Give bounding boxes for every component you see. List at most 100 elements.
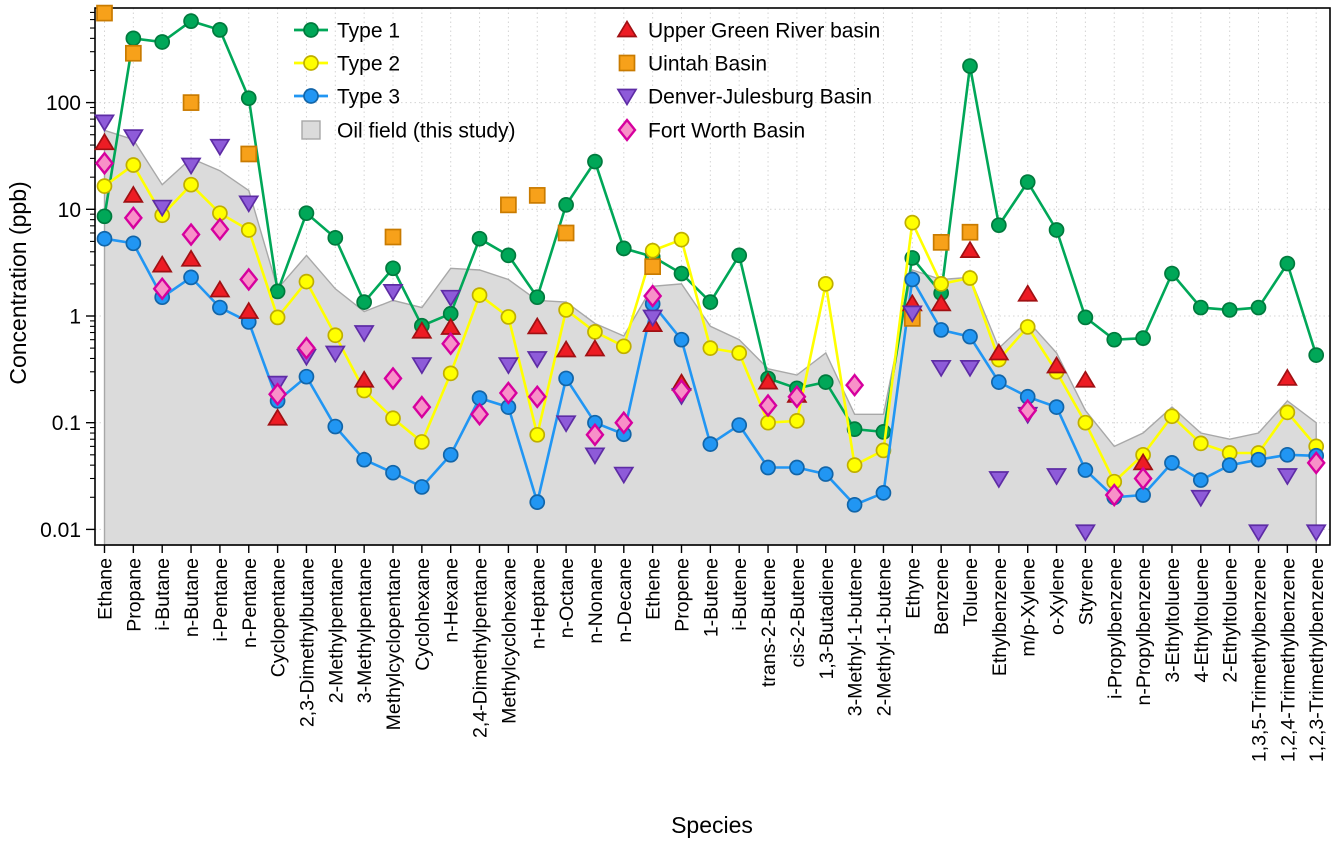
x-tick-label-m-p-xylene: m/p-Xylene — [1018, 558, 1040, 657]
series-denver-julesburg-basin — [93, 114, 1327, 542]
data-point — [154, 34, 171, 50]
legend-label: Upper Green River basin — [648, 20, 880, 43]
legend-label: Denver-Julesburg Basin — [648, 86, 872, 109]
data-point — [615, 240, 632, 257]
data-point — [1104, 483, 1124, 507]
legend-label: Uintah Basin — [648, 53, 767, 76]
data-point — [1046, 355, 1068, 374]
data-point — [441, 331, 461, 356]
data-point — [846, 496, 863, 513]
data-point — [498, 381, 518, 405]
data-point — [758, 393, 778, 418]
data-point — [96, 178, 113, 194]
data-point — [298, 368, 315, 385]
data-point — [353, 370, 375, 388]
x-tick-label-n-octane: n-Octane — [556, 558, 578, 638]
data-point — [615, 338, 632, 355]
data-point — [500, 247, 517, 264]
data-point — [497, 357, 519, 375]
x-tick-label-ethylbenzene: Ethylbenzene — [989, 558, 1011, 676]
x-tick-label-3-ethyltoluene: 3-Ethyltoluene — [1162, 558, 1184, 683]
data-point — [817, 276, 834, 292]
data-point — [327, 418, 344, 435]
data-point — [383, 366, 403, 391]
x-tick-label-2-ethyltoluene: 2-Ethyltoluene — [1220, 558, 1242, 683]
data-point — [298, 273, 315, 290]
data-point — [587, 153, 603, 170]
data-point — [1279, 255, 1296, 272]
data-point — [240, 222, 257, 238]
data-point — [93, 132, 116, 151]
x-tick-label-n-hexane: n-Hexane — [441, 558, 463, 643]
data-point — [303, 88, 319, 104]
data-point — [988, 342, 1010, 361]
data-point — [673, 331, 690, 348]
data-point — [731, 247, 748, 264]
data-point — [584, 447, 606, 465]
data-point — [125, 157, 142, 173]
data-point — [930, 360, 952, 378]
data-point — [988, 471, 1010, 489]
data-point — [327, 230, 344, 246]
x-tick-label-4-ethyltoluene: 4-Ethyltoluene — [1191, 558, 1213, 683]
data-point — [1164, 455, 1180, 471]
data-point — [702, 340, 719, 356]
legend-item-uintah-basin: Uintah Basin — [618, 53, 767, 76]
data-point — [182, 94, 200, 111]
data-point — [183, 13, 199, 29]
data-point — [557, 224, 575, 242]
x-tick-label-o-xylene: o-Xylene — [1047, 558, 1069, 635]
data-point — [1077, 309, 1094, 326]
data-point — [1308, 347, 1325, 363]
legend-label: Type 2 — [337, 53, 400, 76]
data-point — [1074, 370, 1096, 388]
data-point — [1276, 368, 1298, 386]
data-point — [183, 176, 199, 193]
data-point — [617, 118, 637, 142]
data-point — [671, 378, 692, 403]
x-tick-label-methylcyclohexane: Methylcyclohexane — [498, 558, 520, 724]
data-point — [555, 415, 577, 433]
data-point — [183, 269, 199, 286]
data-point — [528, 187, 546, 204]
y-tick-label: 0.01 — [40, 519, 81, 542]
data-point — [500, 309, 517, 325]
data-point — [901, 305, 923, 324]
legend-swatch — [301, 120, 321, 140]
x-tick-label-ethyne: Ethyne — [902, 558, 924, 619]
data-point — [1192, 435, 1209, 452]
data-point — [731, 417, 748, 433]
data-point — [94, 151, 115, 176]
data-point — [1250, 299, 1267, 316]
data-point — [555, 339, 577, 358]
x-tick-label-n-butane: n-Butane — [181, 558, 203, 637]
data-point — [382, 284, 404, 302]
data-point — [414, 434, 430, 450]
data-point — [702, 294, 719, 310]
data-point — [1048, 399, 1065, 415]
data-point — [122, 185, 144, 203]
data-point — [1074, 524, 1096, 542]
x-tick-label-i-butane: i-Butane — [152, 558, 174, 631]
data-point — [618, 54, 636, 72]
data-point — [1221, 457, 1238, 474]
legend-item-type-1: Type 1 — [294, 20, 400, 43]
data-point — [587, 324, 603, 340]
data-point — [1106, 331, 1123, 348]
x-tick-label-3-methyl-1-butene: 3-Methyl-1-butene — [845, 558, 867, 716]
area-oil-field-this-study — [103, 129, 1317, 546]
x-tick-label-2-3-dimethylbutane: 2,3-Dimethylbutane — [296, 558, 318, 727]
data-point — [412, 395, 432, 420]
data-point — [757, 371, 779, 390]
x-tick-label-2-methylpentane: 2-Methylpentane — [325, 558, 347, 703]
data-point — [962, 270, 978, 286]
data-point — [296, 336, 316, 361]
legend-label: Fort Worth Basin — [648, 120, 805, 143]
x-tick-label-2-methyl-1-butene: 2-Methyl-1-butene — [873, 558, 895, 716]
data-point — [1019, 174, 1036, 190]
data-point — [643, 284, 663, 308]
data-point — [1305, 524, 1327, 542]
data-point — [356, 451, 372, 468]
x-tick-label-cyclohexane: Cyclohexane — [412, 558, 434, 671]
